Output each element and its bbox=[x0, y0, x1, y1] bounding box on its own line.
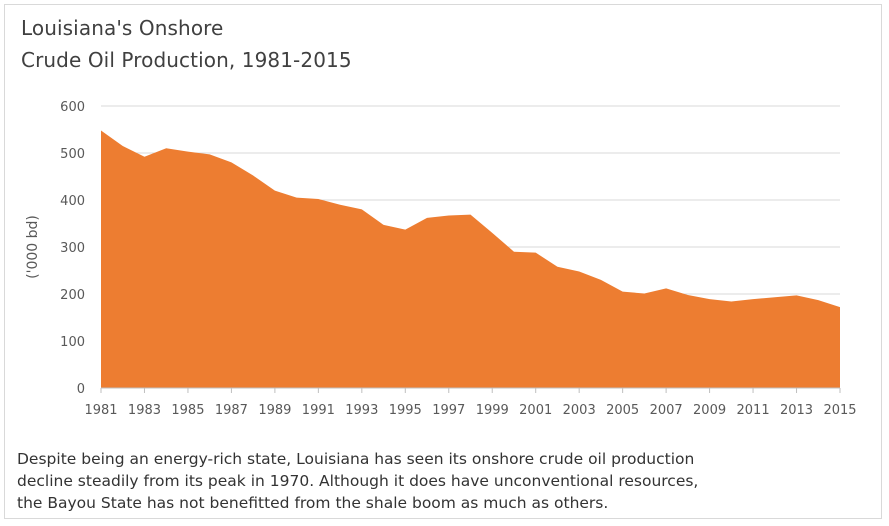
x-tick-label: 2003 bbox=[563, 403, 596, 418]
y-tick-label: 600 bbox=[60, 100, 85, 115]
chart-subtitle: Crude Oil Production, 1981-2015 bbox=[21, 48, 352, 72]
y-tick-label: 300 bbox=[60, 241, 85, 256]
y-tick-label: 0 bbox=[77, 382, 85, 397]
x-tick-label: 1999 bbox=[476, 403, 509, 418]
x-tick-label: 1987 bbox=[215, 403, 248, 418]
x-tick-label: 1981 bbox=[84, 403, 117, 418]
y-axis-label: ('000 bd) bbox=[25, 215, 41, 279]
chart-title: Louisiana's Onshore bbox=[21, 16, 224, 40]
x-tick-label: 1991 bbox=[302, 403, 335, 418]
x-tick-label: 2009 bbox=[693, 403, 726, 418]
x-tick-label: 2005 bbox=[606, 403, 639, 418]
x-tick-label: 2011 bbox=[737, 403, 770, 418]
chart-caption: Despite being an energy-rich state, Loui… bbox=[17, 450, 699, 512]
x-tick-label: 2001 bbox=[519, 403, 552, 418]
x-tick-label: 1983 bbox=[128, 403, 161, 418]
x-tick-label: 1997 bbox=[432, 403, 465, 418]
y-tick-label: 200 bbox=[60, 288, 85, 303]
x-tick-label: 1989 bbox=[258, 403, 291, 418]
x-tick-label: 2013 bbox=[780, 403, 813, 418]
x-tick-label: 2015 bbox=[823, 403, 856, 418]
x-tick-label: 1993 bbox=[345, 403, 378, 418]
y-tick-label: 100 bbox=[60, 335, 85, 350]
x-tick-label: 1995 bbox=[389, 403, 422, 418]
x-tick-label: 2007 bbox=[650, 403, 683, 418]
series-area bbox=[101, 130, 840, 388]
chart-frame bbox=[4, 4, 882, 519]
x-tick-label: 1985 bbox=[171, 403, 204, 418]
y-tick-label: 400 bbox=[60, 194, 85, 209]
y-tick-label: 500 bbox=[60, 147, 85, 162]
